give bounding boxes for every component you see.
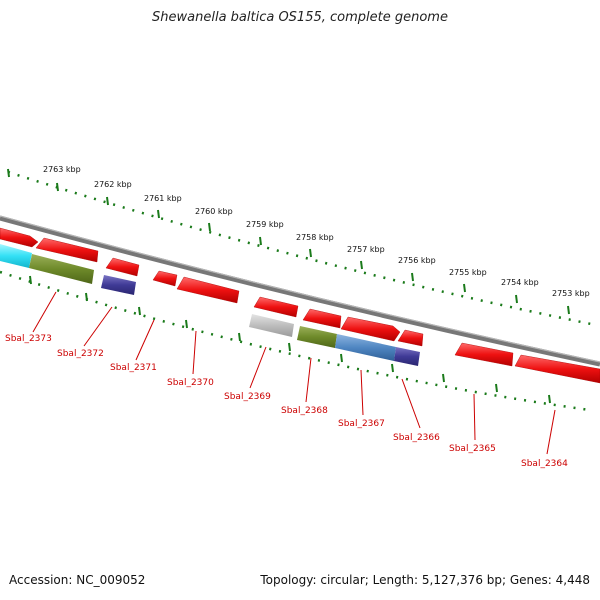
- gene-arrow: [176, 276, 240, 304]
- gene-feature-green: [29, 254, 94, 284]
- gene-features: [0, 227, 600, 384]
- leader-line: [305, 357, 312, 403]
- gene-feature-navy: [394, 347, 420, 366]
- gene-label[interactable]: Sbal_2365: [449, 444, 496, 454]
- ruler-tick: [138, 306, 141, 316]
- ruler-tick: [360, 260, 363, 270]
- gene-label[interactable]: Sbal_2368: [281, 406, 328, 416]
- gene-feature-blue: [335, 334, 396, 361]
- kbp-label: 2762 kbp: [94, 180, 132, 189]
- ruler-tick: [515, 294, 518, 304]
- kbp-label: 2754 kbp: [501, 278, 539, 287]
- ruler-tick: [85, 292, 88, 302]
- ruler-tick: [56, 182, 59, 192]
- ruler-tick: [29, 275, 32, 285]
- kbp-label: 2758 kbp: [296, 233, 334, 242]
- gene-label[interactable]: Sbal_2370: [167, 378, 214, 388]
- ruler-tick: [567, 305, 570, 315]
- gene-feature-cyan: [0, 244, 32, 268]
- ruler-tick: [7, 168, 10, 178]
- gene-feature-green: [297, 326, 337, 348]
- ruler-tick: [208, 222, 211, 232]
- kbp-label: 2756 kbp: [398, 256, 436, 265]
- gene-feature-grey: [249, 314, 294, 337]
- ruler-tick: [259, 236, 262, 246]
- inner-ruler: [0, 270, 591, 412]
- ruler-tick: [288, 342, 291, 352]
- ruler-tick: [463, 283, 466, 293]
- leader-line: [360, 369, 364, 416]
- topology-label: Topology: circular; Length: 5,127,376 bp…: [260, 573, 590, 587]
- accession-label: Accession: NC_009052: [9, 573, 146, 587]
- ruler-tick: [238, 332, 241, 342]
- gene-label[interactable]: Sbal_2367: [338, 419, 385, 429]
- gene-arrow: [152, 270, 178, 287]
- gene-arrow: [253, 296, 299, 318]
- kbp-label: 2755 kbp: [449, 268, 487, 277]
- ruler-tick: [391, 363, 394, 373]
- leader-line: [32, 291, 57, 333]
- ruler-tick: [157, 209, 160, 219]
- kbp-label: 2761 kbp: [144, 194, 182, 203]
- leader-line: [546, 409, 556, 455]
- gene-arrow: [514, 354, 600, 384]
- gene-arrow: [397, 329, 424, 347]
- outer-ruler: 2763 kbp 2762 kbp 2761 kbp 2760 kbp 2759…: [7, 165, 597, 327]
- leader-line: [473, 393, 476, 441]
- ruler-tick: [495, 383, 498, 393]
- ruler-tick: [442, 373, 445, 383]
- gene-arrow: [35, 237, 99, 263]
- leader-line: [192, 330, 197, 375]
- kbp-label: 2759 kbp: [246, 220, 284, 229]
- gene-arrow: [0, 227, 39, 248]
- genome-backbone: [0, 215, 600, 367]
- kbp-label: 2760 kbp: [195, 207, 233, 216]
- leader-line: [401, 378, 421, 429]
- ruler-tick: [106, 196, 109, 206]
- gene-labels: Sbal_2373 Sbal_2372 Sbal_2371 Sbal_2370 …: [5, 334, 568, 469]
- gene-arrow: [302, 308, 342, 329]
- gene-arrow: [454, 342, 514, 367]
- gene-feature-navy: [101, 275, 136, 295]
- gene-label[interactable]: Sbal_2373: [5, 334, 52, 344]
- gene-label[interactable]: Sbal_2371: [110, 363, 157, 373]
- gene-leader-lines: [32, 291, 556, 455]
- ruler-tick: [340, 353, 343, 363]
- gene-arrow: [105, 257, 140, 277]
- leader-line: [83, 306, 113, 347]
- gene-label[interactable]: Sbal_2364: [521, 459, 568, 469]
- ruler-tick: [548, 394, 551, 404]
- gene-label[interactable]: Sbal_2369: [224, 392, 271, 402]
- kbp-label: 2757 kbp: [347, 245, 385, 254]
- kbp-label: 2763 kbp: [43, 165, 81, 174]
- kbp-label: 2753 kbp: [552, 289, 590, 298]
- gene-label[interactable]: Sbal_2366: [393, 433, 440, 443]
- leader-line: [135, 319, 155, 361]
- map-title: Shewanella baltica OS155, complete genom…: [152, 10, 448, 25]
- ruler-tick: [185, 319, 188, 329]
- ruler-tick: [309, 248, 312, 258]
- ruler-tick: [411, 272, 414, 282]
- leader-line: [249, 346, 267, 389]
- gene-arrow: [340, 316, 401, 342]
- gene-label[interactable]: Sbal_2372: [57, 349, 104, 359]
